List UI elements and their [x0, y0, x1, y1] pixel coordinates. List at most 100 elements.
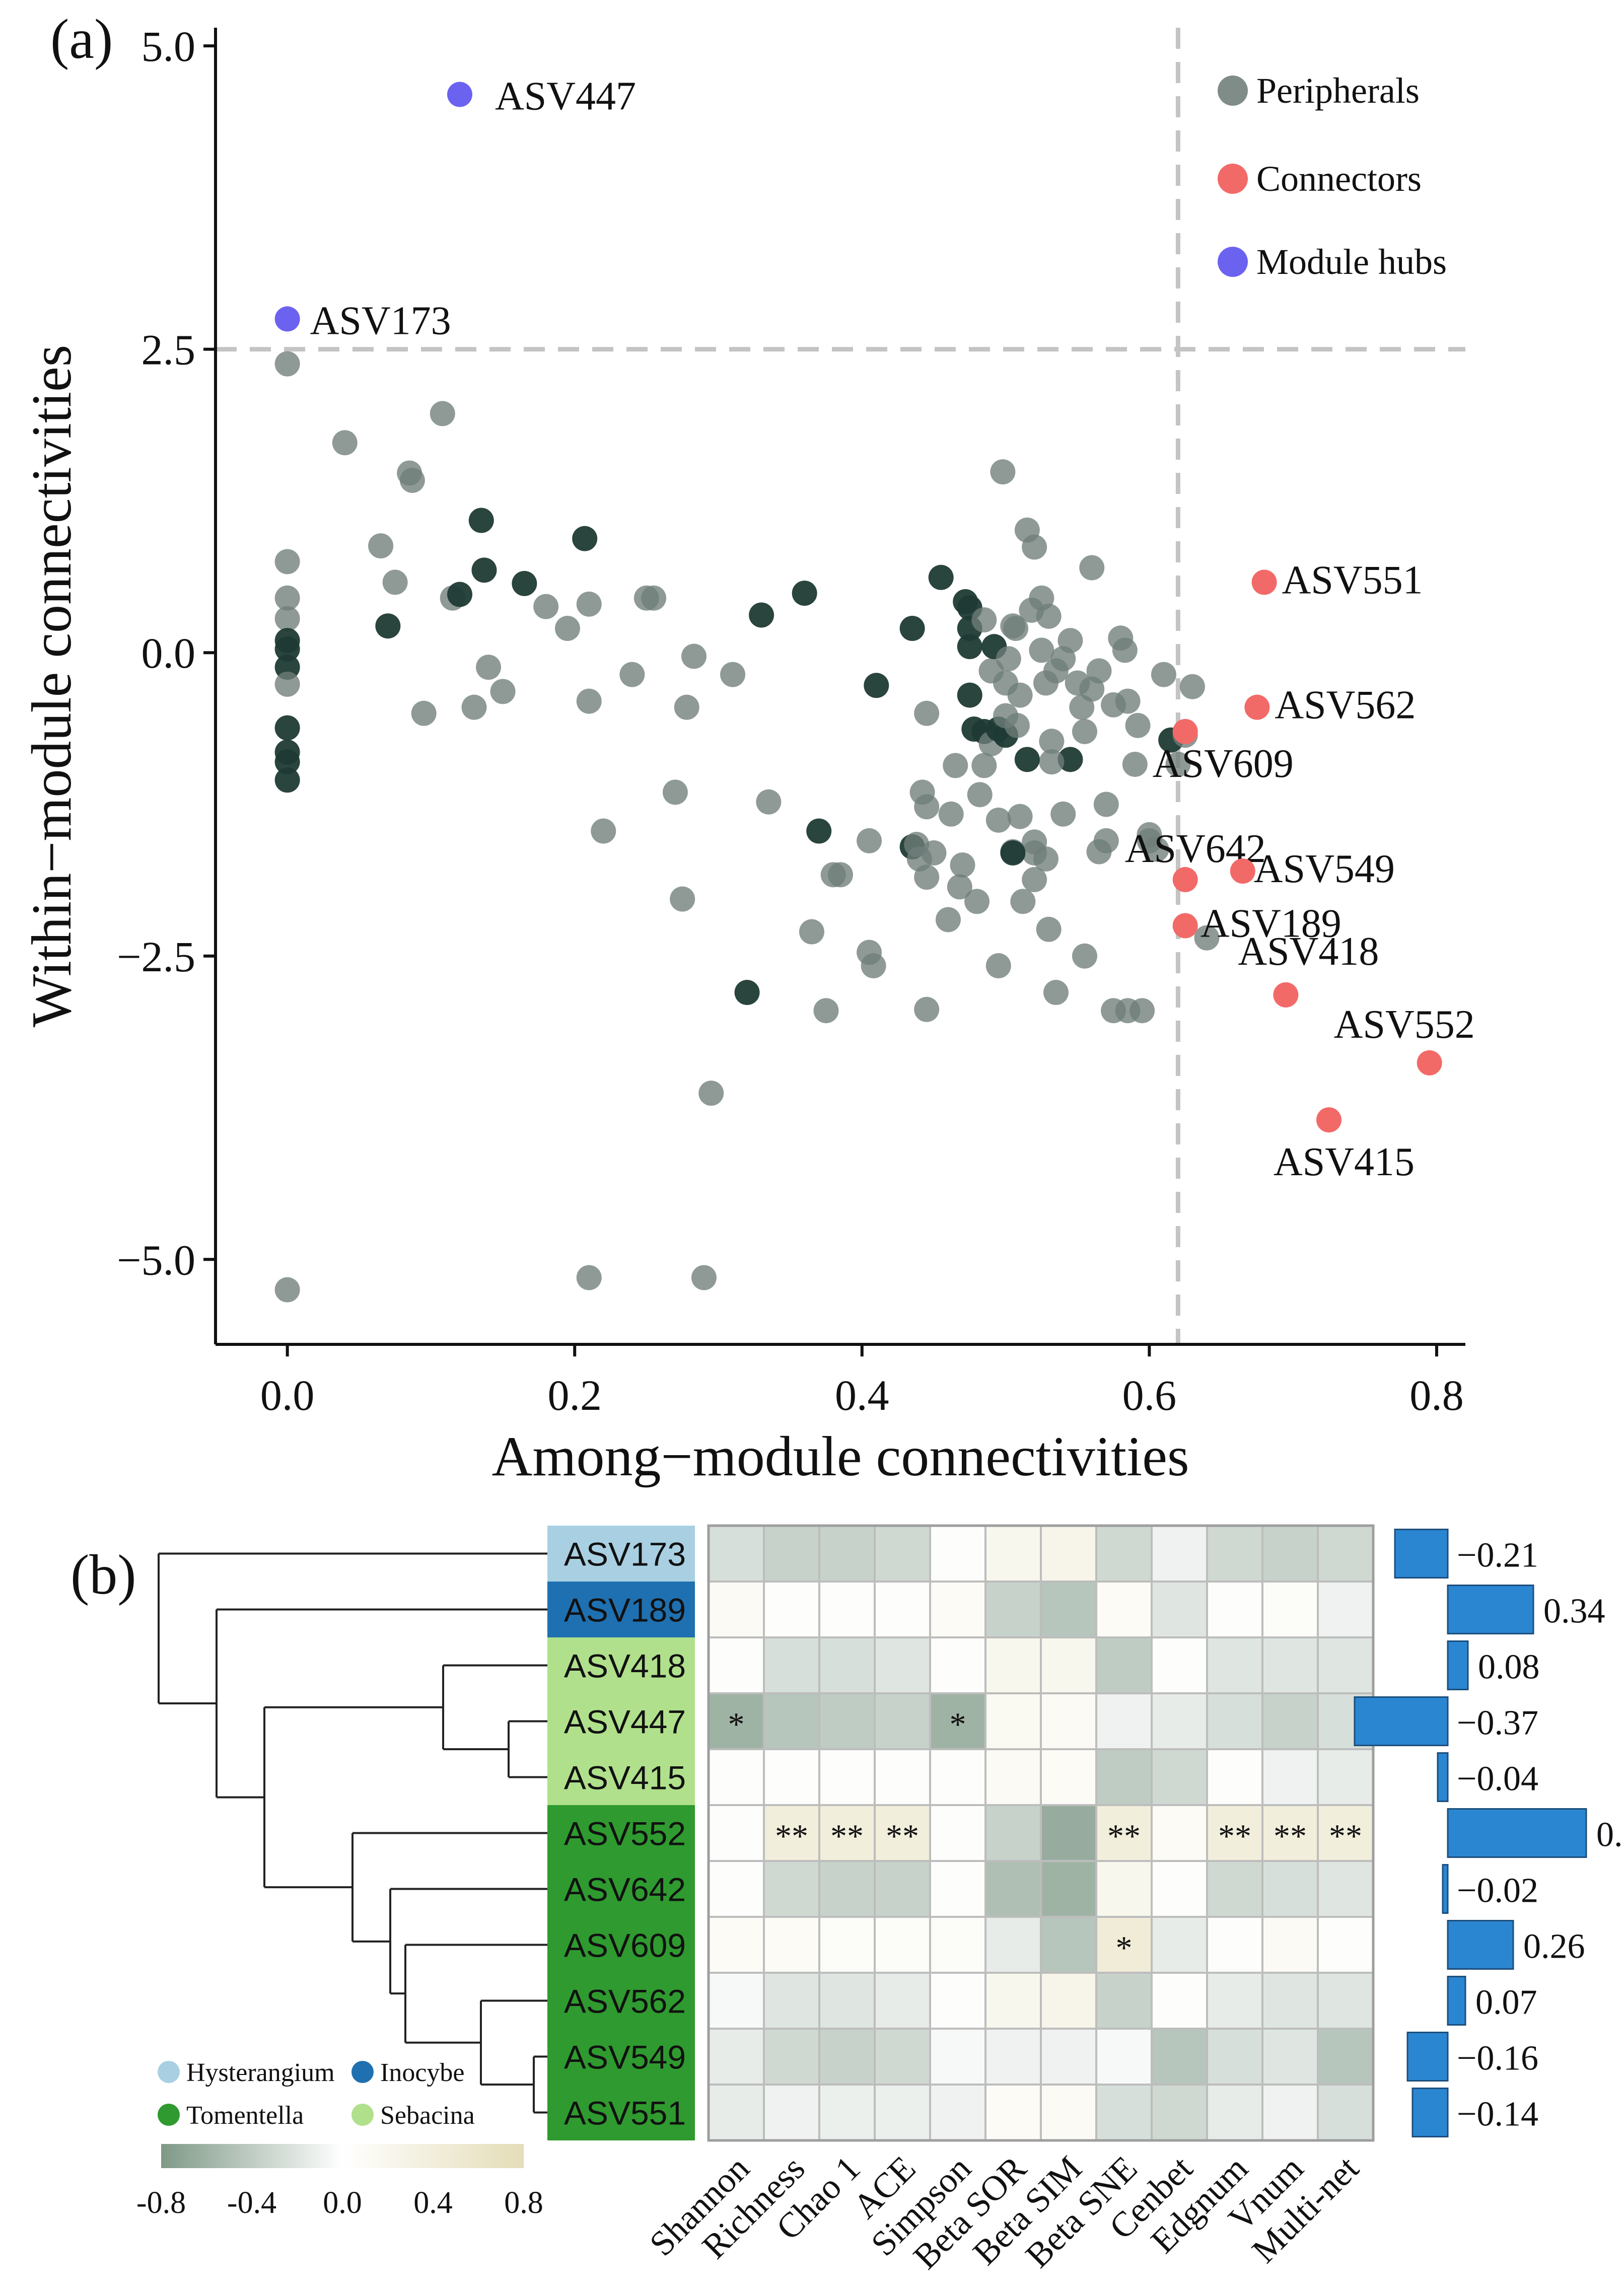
significance-mark: ** [1329, 1818, 1362, 1855]
peripheral-point [468, 508, 494, 533]
row-label-box [547, 1917, 695, 1973]
correlation-bar [1442, 1864, 1449, 1914]
heatmap-cell [984, 1972, 1042, 2030]
heatmap-cell [1206, 1916, 1263, 1974]
heatmap-cell [818, 2084, 876, 2141]
panel-b-heatmap: (b) ASV173 ASV189 ASV418 ASV447 ASV415 ASV552 A… [70, 1524, 1624, 2277]
peripheral-point [996, 646, 1021, 672]
correlation-bar [1411, 2088, 1449, 2137]
row-label-box [547, 1637, 695, 1693]
module-hub-label: ASV173 [310, 299, 451, 343]
heatmap-cell [818, 1916, 876, 1974]
heatmap-cell [818, 1804, 876, 1862]
peripheral-point [921, 840, 947, 866]
peripheral-point [1122, 751, 1148, 777]
heatmap-cell [763, 1804, 820, 1862]
heatmap-cell [1206, 2028, 1263, 2086]
peripheral-point [1151, 662, 1176, 687]
x-axis-label: Among−module connectivities [491, 1425, 1189, 1488]
heatmap-cell [929, 2028, 986, 2086]
heatmap-cell [929, 1972, 986, 2030]
heatmap-cell [1151, 2028, 1208, 2086]
connector-label: ASV552 [1334, 1002, 1475, 1047]
heatmap-cell [1317, 1748, 1374, 1806]
colorbar-tick-label: 0.0 [323, 2186, 362, 2220]
peripheral-point [1022, 867, 1047, 892]
genus-legend-marker [351, 2061, 374, 2083]
y-axis-label: Within−module connectivities [21, 345, 83, 1028]
peripheral-point [1000, 613, 1026, 639]
connector-point [1172, 913, 1198, 939]
peripheral-point [985, 807, 1011, 833]
row-label: ASV642 [564, 1871, 686, 1908]
peripheral-point [1000, 840, 1026, 866]
peripheral-point [993, 703, 1019, 729]
legend-marker [1218, 164, 1248, 194]
peripheral-point [957, 634, 982, 660]
peripheral-point [964, 889, 990, 914]
peripheral-point [1050, 801, 1076, 827]
connector-point [1273, 982, 1299, 1008]
row-label: ASV189 [564, 1592, 686, 1629]
heatmap-cell [1317, 1916, 1374, 1974]
colorbar-tick-label: -0.4 [227, 2186, 276, 2220]
genus-legend-marker [158, 2104, 180, 2126]
heatmap-cell [818, 1860, 876, 1918]
correlation-bar [1447, 1808, 1587, 1858]
heatmap-cell [984, 1692, 1042, 1750]
peripheral-point [399, 467, 425, 493]
heatmap-cell [818, 1636, 876, 1694]
significance-mark: ** [775, 1818, 808, 1855]
heatmap-cell [1261, 1636, 1319, 1694]
heatmap-cell [1040, 2028, 1097, 2086]
bar-value-label: 0.55 [1596, 1816, 1624, 1854]
genus-legend-label: Sebacina [380, 2101, 475, 2130]
peripheral-point [756, 789, 782, 815]
heatmap-cell [1040, 1804, 1097, 1862]
heatmap-cell [1261, 1916, 1319, 1974]
heatmap-cell [1317, 1636, 1374, 1694]
heatmap-cell [1040, 1748, 1097, 1806]
heatmap-cell [1317, 1525, 1374, 1583]
correlation-bar [1447, 1976, 1466, 2026]
heatmap-cell [1261, 1748, 1319, 1806]
heatmap-cell [929, 2084, 986, 2141]
row-label-box [547, 1526, 695, 1582]
peripheral-point [1093, 792, 1119, 817]
heatmap-cell [708, 1692, 765, 1750]
peripheral-point [950, 852, 975, 878]
connector-label: ASV551 [1282, 558, 1423, 602]
connector-label: ASV609 [1153, 742, 1294, 786]
peripheral-point [274, 767, 300, 793]
heatmap-cell [1261, 2084, 1319, 2141]
heatmap-cell [984, 1636, 1042, 1694]
correlation-bar [1406, 2032, 1449, 2082]
peripheral-point [899, 616, 925, 641]
legend-label: Module hubs [1256, 242, 1447, 282]
panel-label-b: (b) [70, 1544, 136, 1606]
row-label: ASV447 [564, 1703, 686, 1741]
peripheral-point [1115, 688, 1141, 714]
bar-value-label: 0.07 [1475, 1983, 1537, 2022]
legend-marker [1218, 76, 1248, 106]
heatmap-cell [708, 1636, 765, 1694]
peripheral-point [749, 602, 774, 628]
peripheral-point [935, 907, 961, 933]
peripheral-point [1036, 916, 1062, 942]
peripheral-point [375, 613, 401, 639]
peripheral-point [967, 782, 993, 808]
heatmap-cell [818, 1525, 876, 1583]
heatmap-cell [929, 1581, 986, 1638]
peripheral-point [691, 1265, 717, 1291]
peripheral-point [1125, 712, 1151, 738]
connector-point [1316, 1107, 1341, 1133]
peripheral-point [1115, 998, 1141, 1024]
peripheral-point [861, 953, 886, 979]
significance-mark: ** [1274, 1818, 1307, 1855]
correlation-bar [1394, 1529, 1449, 1579]
significance-mark: * [1116, 1930, 1133, 1967]
peripheral-point [619, 662, 645, 687]
peripheral-point [274, 671, 300, 697]
genus-legend-marker [351, 2104, 374, 2126]
genus-legend-label: Hysterangium [186, 2058, 335, 2087]
